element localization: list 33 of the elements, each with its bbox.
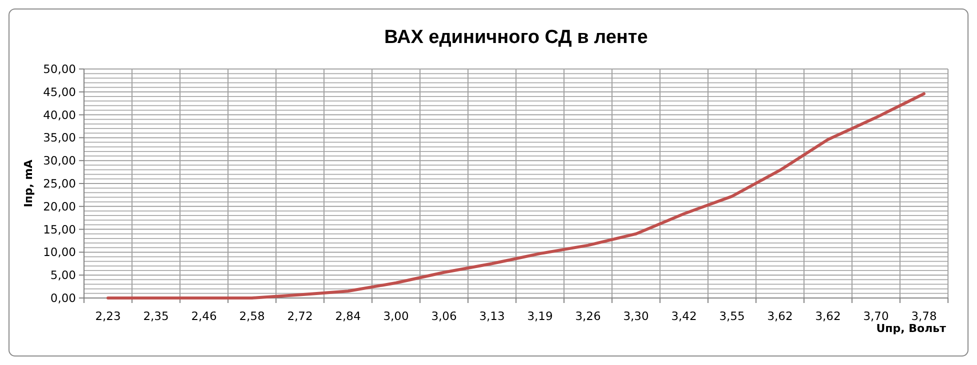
chart-title: ВАХ единичного СД в ленте bbox=[384, 27, 648, 48]
x-tick-label: 3,42 bbox=[671, 309, 697, 323]
y-tick-label: 20,00 bbox=[43, 199, 76, 214]
x-tick-label: 2,72 bbox=[287, 309, 313, 323]
x-tick-label: 3,19 bbox=[527, 309, 553, 323]
x-tick-label: 3,26 bbox=[575, 309, 601, 323]
x-tick-label: 3,55 bbox=[719, 309, 745, 323]
x-tick-label: 3,62 bbox=[767, 309, 793, 323]
y-axis-title: Iпр, mA bbox=[22, 159, 35, 208]
x-axis-title: Uпр, Вольт bbox=[876, 322, 947, 335]
x-tick-label: 3,06 bbox=[431, 309, 457, 323]
y-tick-label: 0,00 bbox=[50, 291, 76, 306]
y-tick-label: 15,00 bbox=[43, 222, 76, 236]
x-tick-label: 3,00 bbox=[383, 309, 409, 323]
x-tick-label: 2,35 bbox=[143, 309, 169, 323]
x-tick-label: 2,58 bbox=[239, 309, 265, 323]
x-tick-label: 3,78 bbox=[911, 309, 937, 323]
x-tick-label: 2,23 bbox=[95, 309, 121, 323]
y-tick-label: 25,00 bbox=[43, 176, 76, 191]
x-tick-label: 3,30 bbox=[623, 309, 649, 323]
x-tick-label: 3,13 bbox=[479, 309, 505, 323]
y-tick-label: 10,00 bbox=[43, 245, 76, 260]
x-tick-label: 2,84 bbox=[335, 309, 361, 323]
x-tick-label: 3,62 bbox=[815, 309, 841, 323]
y-tick-label: 40,00 bbox=[43, 108, 76, 122]
y-tick-label: 30,00 bbox=[43, 154, 76, 168]
line-series bbox=[106, 92, 926, 300]
y-tick-label: 5,00 bbox=[50, 268, 76, 282]
x-tick-label: 3,70 bbox=[863, 309, 889, 323]
y-tick-label: 45,00 bbox=[43, 84, 76, 99]
x-tick-label: 2,46 bbox=[191, 309, 217, 323]
y-tick-label: 50,00 bbox=[43, 62, 76, 76]
y-tick-label: 35,00 bbox=[43, 130, 76, 145]
